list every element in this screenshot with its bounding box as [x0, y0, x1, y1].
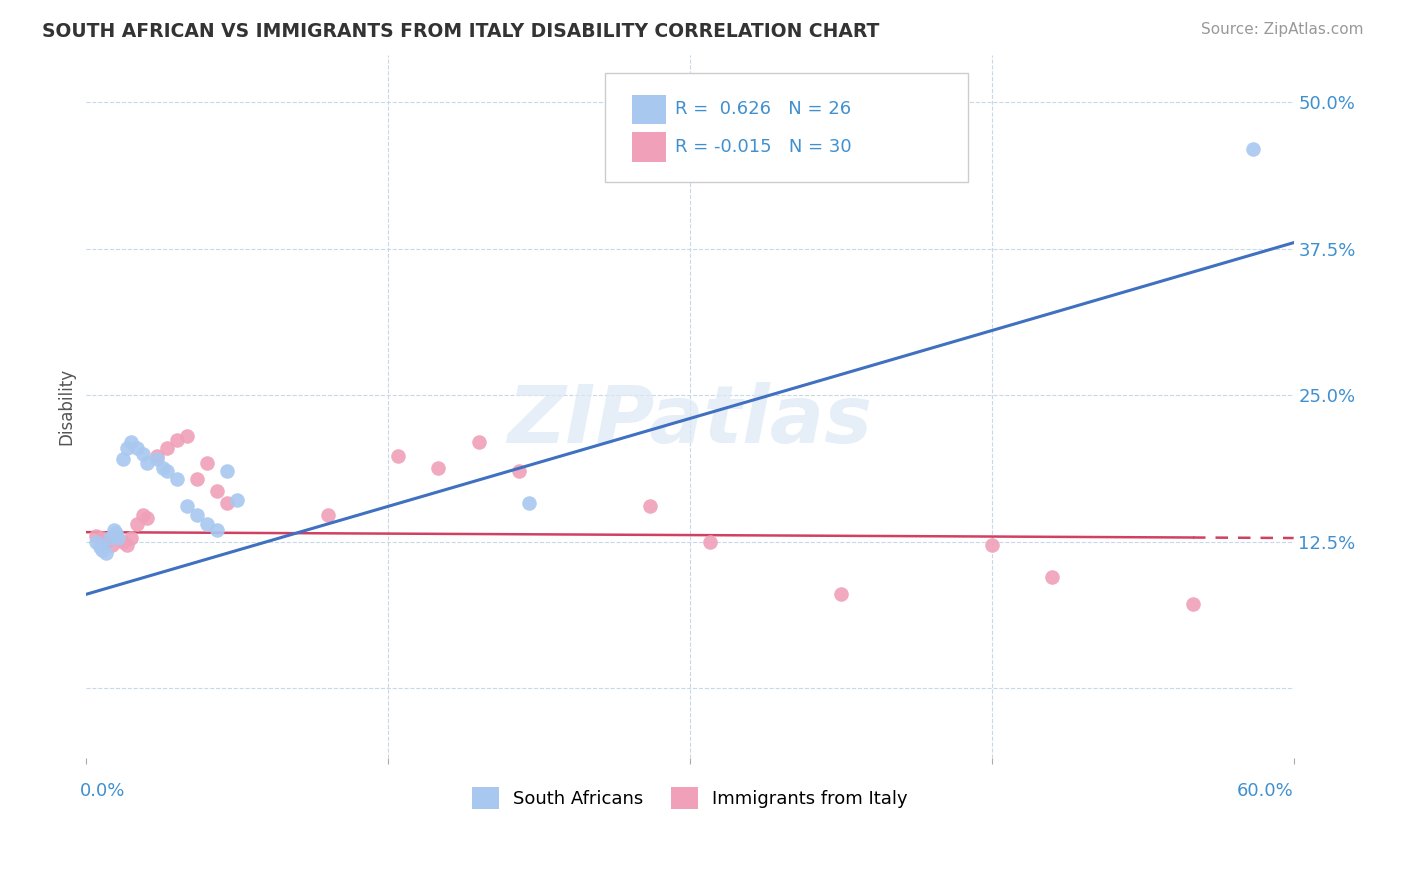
Point — [166, 433, 188, 447]
Point — [195, 456, 218, 470]
Point — [176, 429, 198, 443]
Point — [1241, 142, 1264, 156]
Point — [100, 531, 122, 545]
Point — [131, 447, 153, 461]
Point — [166, 472, 188, 486]
Text: SOUTH AFRICAN VS IMMIGRANTS FROM ITALY DISABILITY CORRELATION CHART: SOUTH AFRICAN VS IMMIGRANTS FROM ITALY D… — [42, 22, 880, 41]
Text: R =  0.626   N = 26: R = 0.626 N = 26 — [675, 100, 852, 119]
Point — [91, 531, 114, 545]
Point — [186, 472, 208, 486]
Point — [96, 534, 118, 549]
Point — [125, 516, 148, 531]
Point — [176, 500, 198, 514]
Point — [135, 456, 157, 470]
Point — [517, 496, 540, 510]
Text: R = -0.015   N = 30: R = -0.015 N = 30 — [675, 138, 852, 156]
Point — [638, 500, 661, 514]
FancyBboxPatch shape — [606, 73, 967, 182]
Point — [96, 546, 118, 560]
Point — [152, 460, 174, 475]
Point — [186, 508, 208, 522]
Point — [427, 460, 450, 475]
Point — [107, 531, 129, 545]
Point — [86, 534, 108, 549]
Point — [205, 484, 228, 499]
Point — [226, 493, 249, 508]
Legend: South Africans, Immigrants from Italy: South Africans, Immigrants from Italy — [465, 780, 915, 816]
Point — [156, 464, 179, 478]
Bar — [633, 133, 666, 162]
Point — [217, 464, 239, 478]
Point — [105, 531, 128, 545]
Y-axis label: Disability: Disability — [58, 368, 75, 445]
Point — [145, 452, 167, 467]
Point — [1182, 597, 1205, 611]
Point — [980, 538, 1002, 552]
Point — [156, 441, 179, 455]
Point — [89, 541, 111, 555]
Point — [111, 534, 134, 549]
Point — [699, 534, 721, 549]
Text: 0.0%: 0.0% — [80, 781, 125, 800]
Point — [145, 449, 167, 463]
Point — [467, 434, 489, 449]
Text: 60.0%: 60.0% — [1237, 781, 1294, 800]
Point — [508, 464, 530, 478]
Point — [195, 516, 218, 531]
Point — [316, 508, 339, 522]
Point — [115, 441, 138, 455]
Point — [105, 526, 128, 541]
Point — [217, 496, 239, 510]
Text: ZIPatlas: ZIPatlas — [508, 382, 873, 459]
Point — [120, 434, 142, 449]
Text: Source: ZipAtlas.com: Source: ZipAtlas.com — [1201, 22, 1364, 37]
Point — [111, 452, 134, 467]
Point — [135, 511, 157, 525]
Bar — [633, 95, 666, 124]
Point — [131, 508, 153, 522]
Point — [830, 587, 852, 601]
Point — [387, 449, 409, 463]
Point — [115, 538, 138, 552]
Point — [125, 441, 148, 455]
Point — [103, 523, 125, 537]
Point — [120, 531, 142, 545]
Point — [101, 538, 124, 552]
Point — [91, 542, 114, 557]
Point — [205, 523, 228, 537]
Point — [1040, 570, 1063, 584]
Point — [86, 529, 108, 543]
